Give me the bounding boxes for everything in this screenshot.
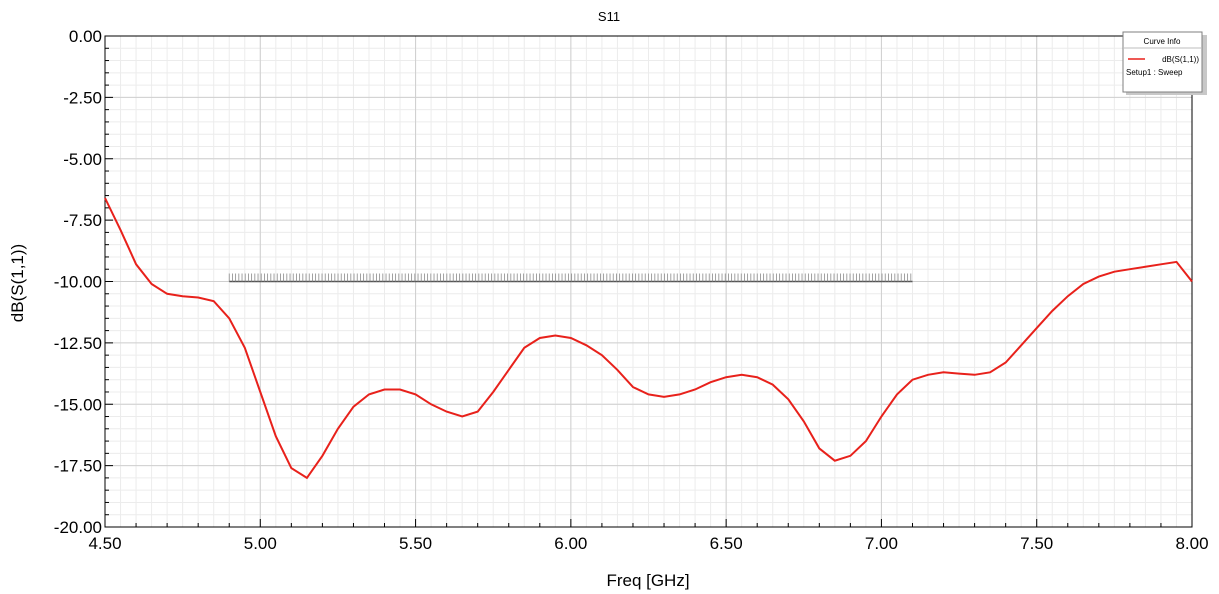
y-axis-label: dB(S(1,1)) (8, 244, 27, 322)
y-tick-label: -17.50 (54, 457, 102, 476)
y-tick-label: -10.00 (54, 273, 102, 292)
x-tick-label: 8.00 (1175, 534, 1208, 553)
x-tick-label: 4.50 (88, 534, 121, 553)
legend-title: Curve Info (1144, 37, 1181, 46)
y-tick-label: -2.50 (63, 88, 102, 107)
x-tick-label: 6.50 (710, 534, 743, 553)
legend-entry-label: dB(S(1,1)) (1162, 55, 1199, 64)
x-axis-label: Freq [GHz] (606, 571, 689, 590)
chart-title: S11 (598, 9, 620, 24)
y-axis-ticks: 0.00 -2.50 -5.00 -7.50 -10.00 -12.50 -15.00 -17… (54, 27, 113, 537)
y-tick-label: -7.50 (63, 211, 102, 230)
x-tick-label: 7.50 (1020, 534, 1053, 553)
x-axis-ticks: 4.50 5.00 5.50 6.00 6.50 7.00 7.50 8.00 (88, 519, 1209, 553)
spec-threshold-line (228, 273, 913, 283)
legend-box[interactable]: Curve Info dB(S(1,1)) Setup1 : Sweep (1122, 31, 1207, 95)
y-tick-label: -15.00 (54, 395, 102, 414)
legend-entry-sublabel: Setup1 : Sweep (1126, 68, 1183, 77)
y-tick-label: 0.00 (69, 27, 102, 46)
y-tick-label: -20.00 (54, 518, 102, 537)
y-tick-label: -5.00 (63, 150, 102, 169)
x-tick-label: 5.00 (244, 534, 277, 553)
x-tick-label: 7.00 (865, 534, 898, 553)
y-tick-label: -12.50 (54, 334, 102, 353)
x-tick-label: 6.00 (554, 534, 587, 553)
x-tick-label: 5.50 (399, 534, 432, 553)
series-line-db-s11 (104, 197, 1193, 480)
